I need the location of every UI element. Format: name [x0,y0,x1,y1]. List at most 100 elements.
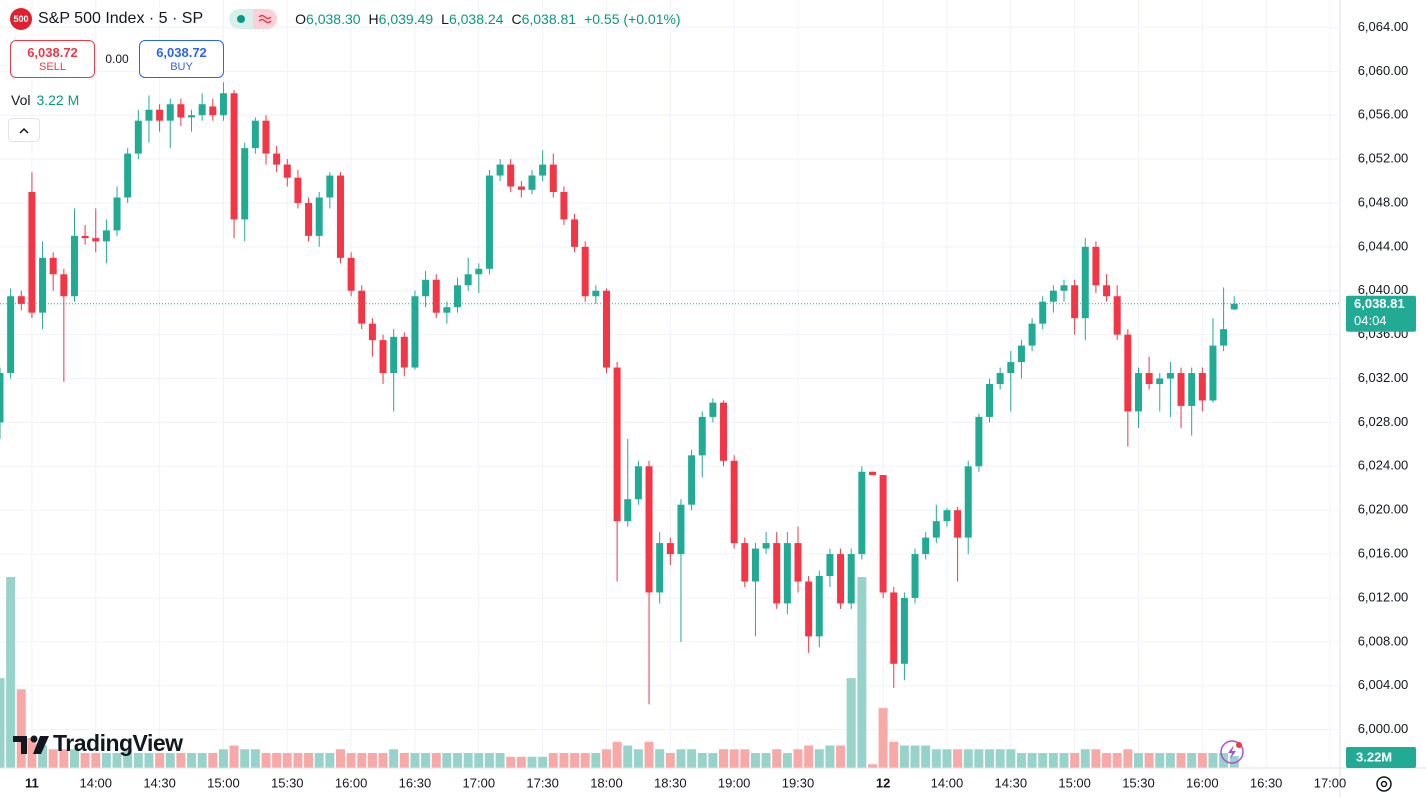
x-tick-label: 17:00 [1314,775,1347,790]
candle-body [805,581,813,637]
volume-bar [1208,753,1218,768]
volume-bar [612,741,622,768]
volume-bar [123,749,133,768]
volume-bar [708,753,718,768]
volume-bar [814,749,824,768]
legend-header: 500 S&P 500 Index · 5 · SP O 6,038.30 H 6,… [10,8,689,30]
volume-bar [570,753,580,768]
candle-body [411,296,419,368]
candle-body [954,510,962,538]
volume-bar [187,753,197,768]
volume-bar [1187,753,1197,768]
x-tick-label: 18:30 [654,775,687,790]
x-tick-label: 17:30 [526,775,559,790]
y-tick-label: 6,024.00 [1358,458,1409,473]
alert-icon[interactable] [1220,740,1244,764]
buy-button[interactable]: 6,038.72 BUY [139,40,224,78]
candle-body [677,504,685,555]
y-tick-label: 6,040.00 [1358,282,1409,297]
collapse-button[interactable] [8,118,40,142]
volume-bar [1123,749,1133,768]
delay-icon [258,14,272,24]
volume-bar [804,745,814,768]
candle-body [911,554,919,598]
candle-body [943,510,951,522]
candle-body [294,177,302,203]
volume-bar [1080,749,1090,768]
candle-body [634,466,642,500]
candle-body [730,460,738,544]
candle-body [134,120,142,154]
volume-bar [155,753,165,768]
symbol[interactable]: S&P 500 Index · 5 · SP [38,10,204,27]
volume-bar [697,753,707,768]
x-tick-label: 18:00 [590,775,623,790]
candle-body [507,164,515,187]
candle-body [996,373,1004,384]
ohlc-values: O 6,038.30 H 6,039.49 L 6,038.24 C 6,038.81 … [295,11,688,27]
volume-bar [825,745,835,768]
volume-bar [314,753,324,768]
volume-bar [846,678,856,768]
volume-bar [431,753,441,768]
volume-bar [261,753,271,768]
volume-bar [772,749,782,768]
candle-body [868,471,876,476]
x-tick-label: 16:00 [335,775,368,790]
volume-bar [80,753,90,768]
candle-body [581,246,589,297]
volume-bar [655,749,665,768]
countdown-label: 04:04 [1354,313,1387,328]
sell-price: 6,038.72 [27,45,78,60]
volume-bar [974,749,984,768]
logo-mark [13,735,49,754]
settings-icon[interactable] [1376,776,1392,792]
candle-body [1113,296,1121,335]
y-tick-label: 6,012.00 [1358,589,1409,604]
x-tick-label: 14:30 [995,775,1028,790]
candle-body [230,93,238,220]
y-tick-label: 6,032.00 [1358,370,1409,385]
close-value: 6,038.81 [521,11,577,27]
candle-body [92,238,100,242]
volume-bar [623,745,633,768]
y-tick-label: 6,020.00 [1358,502,1409,517]
volume-bar [1165,753,1175,768]
volume-bar [1112,753,1122,768]
candle-body [390,336,398,374]
x-tick-label: 14:30 [143,775,176,790]
candle-body [1060,285,1068,291]
volume-bar [176,753,186,768]
status-pill[interactable] [229,9,278,29]
candle-body [964,466,972,538]
volume-bar [484,753,494,768]
candle-body [219,93,227,116]
trade-panel: 6,038.72 SELL 0.00 6,038.72 BUY [10,40,224,78]
sell-button[interactable]: 6,038.72 SELL [10,40,95,78]
candle-body [464,274,472,286]
candle-body [177,104,185,118]
volume-bar [601,749,611,768]
x-tick-label: 15:30 [271,775,304,790]
candle-body [432,279,440,313]
volume-bar [27,738,37,768]
candle-body [198,104,206,116]
candle-body [1134,373,1142,412]
volume-bar [272,753,282,768]
last-price-badge [1346,295,1416,332]
last-volume-badge [1346,747,1416,768]
volume-bar [921,745,931,768]
candle-body [0,373,4,423]
volume-bar [985,749,995,768]
volume-bar [559,753,569,768]
volume-bar [1155,753,1165,768]
volume-bar [1144,753,1154,768]
candle-body [720,402,728,461]
delay-status [253,9,278,29]
candle-body [422,279,430,297]
volume-bar [133,753,143,768]
spread: 0.00 [105,52,129,66]
candle-body [539,164,547,176]
volume-bar [325,753,335,768]
